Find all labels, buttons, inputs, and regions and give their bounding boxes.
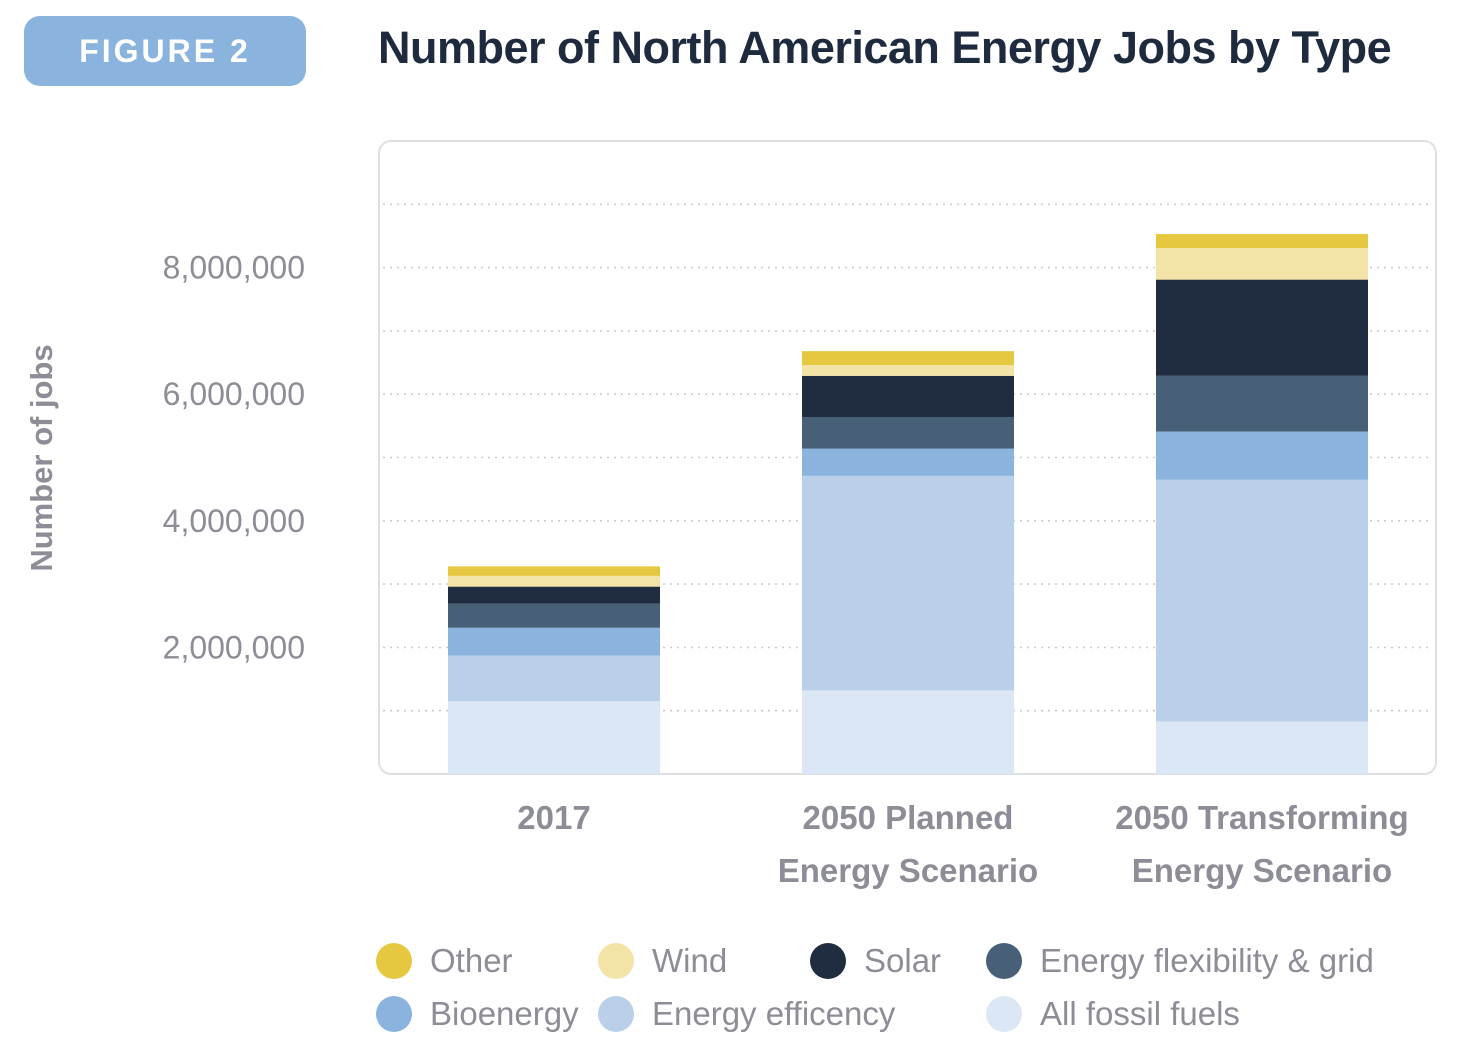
y-tick-label: 4,000,000 (163, 503, 305, 539)
x-category-label: Energy Scenario (1132, 852, 1392, 889)
chart-title: Number of North American Energy Jobs by … (378, 22, 1392, 73)
legend-swatch-other (376, 943, 412, 979)
bar-segment (1156, 431, 1368, 480)
bar-segment (448, 575, 660, 587)
bar-segment (802, 475, 1014, 691)
legend-item-wind: Wind (598, 936, 727, 986)
bar-segment (448, 586, 660, 604)
legend-item-other: Other (376, 936, 513, 986)
bar-segment (1156, 234, 1368, 248)
bar-segment (802, 351, 1014, 366)
legend-label: Bioenergy (430, 995, 579, 1032)
bar-segment (802, 416, 1014, 449)
legend-swatch-all-fossil-fuels (986, 996, 1022, 1032)
bar-segment (448, 655, 660, 702)
x-category-label: 2050 Transforming (1115, 799, 1408, 836)
legend-swatch-energy-efficency (598, 996, 634, 1032)
bar-segment (802, 448, 1014, 476)
legend-label: All fossil fuels (1040, 995, 1240, 1032)
y-tick-label: 6,000,000 (163, 376, 305, 412)
figure-badge: FIGURE 2 (24, 16, 306, 86)
bar-segment (448, 603, 660, 628)
legend-label: Energy efficency (652, 995, 896, 1032)
legend-swatch-wind (598, 943, 634, 979)
x-category-label: 2050 Planned (803, 799, 1014, 836)
legend-item-energy-flexibility-grid: Energy flexibility & grid (986, 936, 1374, 986)
legend-label: Energy flexibility & grid (1040, 942, 1374, 979)
legend-swatch-energy-flexibility-grid (986, 943, 1022, 979)
x-category-label: 2017 (517, 799, 590, 836)
bar-segment (448, 627, 660, 656)
bar-segment (1156, 479, 1368, 722)
x-category-label: Energy Scenario (778, 852, 1038, 889)
bar-segment (802, 375, 1014, 417)
legend-label: Solar (864, 942, 942, 979)
legend-item-energy-efficency: Energy efficency (598, 989, 895, 1039)
bar-segment (802, 365, 1014, 376)
y-axis-label: Number of jobs (24, 344, 59, 571)
bar-segment (1156, 721, 1368, 774)
chart-legend: Other Wind Solar Energy flexibility & gr… (376, 936, 1436, 1046)
legend-label: Wind (652, 942, 728, 979)
bar-segment (802, 690, 1014, 774)
y-tick-label: 2,000,000 (163, 629, 305, 665)
legend-item-all-fossil-fuels: All fossil fuels (986, 989, 1240, 1039)
bar-segment (448, 701, 660, 774)
bar-segment (1156, 279, 1368, 376)
bar-segment (1156, 375, 1368, 432)
legend-label: Other (430, 942, 513, 979)
legend-swatch-solar (810, 943, 846, 979)
legend-item-solar: Solar (810, 936, 941, 986)
stacked-bar-chart: 2,000,000 4,000,000 6,000,000 8,000,000 Numb… (24, 140, 1437, 889)
y-tick-label: 8,000,000 (163, 250, 305, 286)
legend-swatch-bioenergy (376, 996, 412, 1032)
bar-segment (1156, 247, 1368, 280)
bar-segment (448, 566, 660, 576)
legend-item-bioenergy: Bioenergy (376, 989, 579, 1039)
